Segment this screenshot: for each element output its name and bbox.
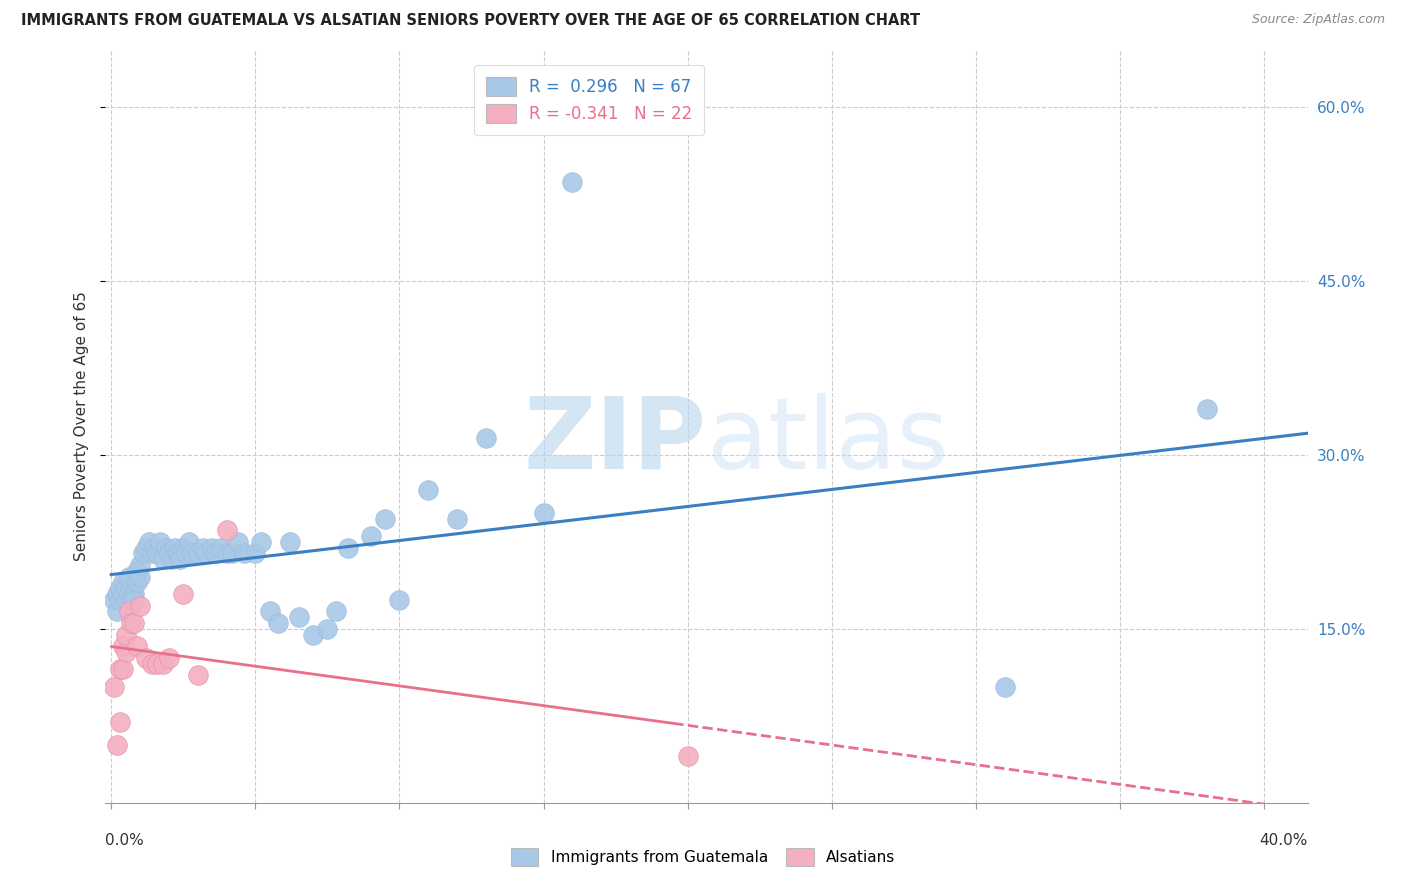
Point <box>174 546 197 561</box>
Point <box>117 570 139 584</box>
Point <box>374 512 396 526</box>
Point <box>177 535 200 549</box>
Point <box>120 593 142 607</box>
Point <box>166 546 188 561</box>
Point <box>157 546 180 561</box>
Point <box>187 668 209 682</box>
Point <box>316 622 339 636</box>
Point <box>111 575 134 590</box>
Point <box>143 541 166 555</box>
Point <box>117 605 139 619</box>
Point <box>676 749 699 764</box>
Point <box>169 552 191 566</box>
Text: 0.0%: 0.0% <box>105 833 145 848</box>
Point <box>105 587 128 601</box>
Point <box>138 535 160 549</box>
Point <box>172 587 194 601</box>
Point <box>108 582 131 596</box>
Point <box>132 546 155 561</box>
Point <box>201 541 224 555</box>
Point <box>129 570 152 584</box>
Point <box>287 610 309 624</box>
Point <box>105 605 128 619</box>
Point <box>245 546 267 561</box>
Point <box>215 546 238 561</box>
Point <box>129 558 152 573</box>
Point <box>195 546 218 561</box>
Point <box>994 680 1017 694</box>
Y-axis label: Seniors Poverty Over the Age of 65: Seniors Poverty Over the Age of 65 <box>75 291 90 561</box>
Point <box>267 616 290 631</box>
Point <box>250 535 273 549</box>
Point <box>127 575 149 590</box>
Point <box>204 546 226 561</box>
Point <box>141 546 163 561</box>
Point <box>152 657 174 671</box>
Point <box>209 541 232 555</box>
Point <box>418 483 440 497</box>
Point <box>120 616 142 631</box>
Point <box>325 605 347 619</box>
Point <box>127 640 149 654</box>
Point <box>475 431 498 445</box>
Point <box>336 541 359 555</box>
Point <box>124 616 146 631</box>
Legend: Immigrants from Guatemala, Alsatians: Immigrants from Guatemala, Alsatians <box>503 841 903 873</box>
Point <box>149 535 172 549</box>
Point <box>114 582 136 596</box>
Point <box>193 541 215 555</box>
Point <box>141 657 163 671</box>
Point <box>114 628 136 642</box>
Point <box>155 541 177 555</box>
Point <box>124 593 146 607</box>
Point <box>111 640 134 654</box>
Point <box>157 651 180 665</box>
Point <box>232 546 254 561</box>
Point <box>446 512 468 526</box>
Point <box>103 593 125 607</box>
Text: IMMIGRANTS FROM GUATEMALA VS ALSATIAN SENIORS POVERTY OVER THE AGE OF 65 CORRELA: IMMIGRANTS FROM GUATEMALA VS ALSATIAN SE… <box>21 13 920 29</box>
Point <box>111 587 134 601</box>
Point <box>108 714 131 729</box>
Point <box>135 651 157 665</box>
Point <box>215 524 238 538</box>
Point <box>172 541 194 555</box>
Point <box>360 529 382 543</box>
Point <box>108 593 131 607</box>
Point <box>127 564 149 578</box>
Point <box>533 506 555 520</box>
Point <box>278 535 301 549</box>
Text: atlas: atlas <box>707 392 948 490</box>
Point <box>187 546 209 561</box>
Point <box>120 582 142 596</box>
Point <box>561 176 583 190</box>
Text: Source: ZipAtlas.com: Source: ZipAtlas.com <box>1251 13 1385 27</box>
Point <box>146 546 169 561</box>
Point <box>302 628 325 642</box>
Point <box>129 599 152 613</box>
Point <box>114 593 136 607</box>
Point <box>103 680 125 694</box>
Point <box>163 541 186 555</box>
Point <box>124 587 146 601</box>
Point <box>114 645 136 659</box>
Point <box>221 546 243 561</box>
Text: 40.0%: 40.0% <box>1260 833 1308 848</box>
Point <box>181 546 204 561</box>
Point <box>146 657 169 671</box>
Point <box>105 738 128 752</box>
Point <box>388 593 411 607</box>
Point <box>135 541 157 555</box>
Point <box>226 535 249 549</box>
Point <box>160 552 183 566</box>
Point <box>111 662 134 677</box>
Point <box>259 605 281 619</box>
Point <box>117 587 139 601</box>
Point <box>108 662 131 677</box>
Legend: R =  0.296   N = 67, R = -0.341   N = 22: R = 0.296 N = 67, R = -0.341 N = 22 <box>474 65 704 135</box>
Point <box>152 552 174 566</box>
Point <box>1195 401 1218 416</box>
Text: ZIP: ZIP <box>523 392 707 490</box>
